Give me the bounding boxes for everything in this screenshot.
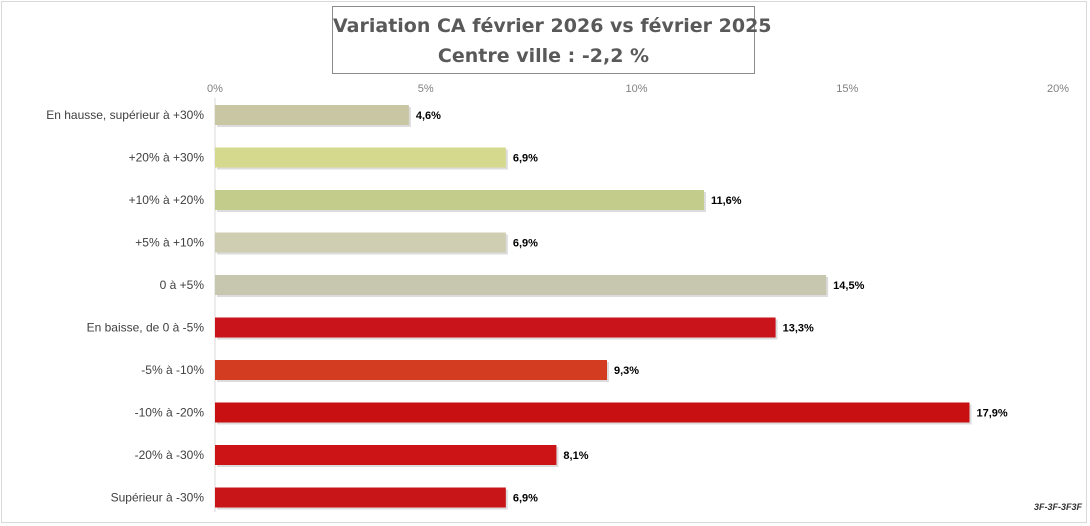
category-label: 0 à +5%: [160, 278, 205, 292]
data-label: 11,6%: [711, 195, 742, 207]
category-label: -10% à -20%: [135, 406, 205, 420]
bar: [215, 275, 827, 295]
x-tick-label: 0%: [207, 83, 223, 95]
bar: [215, 487, 506, 508]
bar: [215, 402, 970, 423]
chart-subtitle: Centre ville : -2,2 %: [437, 45, 650, 67]
category-label: +10% à +20%: [129, 193, 205, 207]
data-label: 8,1%: [563, 450, 588, 462]
bar: [215, 360, 607, 380]
x-tick-label: 20%: [1047, 83, 1069, 95]
category-label: +20% à +30%: [129, 151, 205, 165]
bar: [215, 147, 506, 168]
x-tick-label: 10%: [625, 83, 647, 95]
data-label: 6,9%: [513, 238, 538, 250]
category-label: Supérieur à -30%: [111, 491, 205, 505]
data-label: 6,9%: [513, 153, 538, 165]
chart-title-box: Variation CA février 2026 vs février 202…: [332, 6, 772, 74]
data-label: 4,6%: [416, 110, 441, 122]
chart-title: Variation CA février 2026 vs février 202…: [333, 15, 772, 37]
bar: [215, 190, 704, 210]
watermark-logo: 3F-3F-3F3F: [1033, 502, 1082, 512]
category-label: -5% à -10%: [141, 363, 204, 377]
data-label: 13,3%: [783, 323, 814, 335]
data-label: 6,9%: [513, 493, 538, 505]
bar: [215, 317, 776, 338]
data-label: 9,3%: [614, 365, 639, 377]
bar: [215, 105, 409, 125]
category-label: En baisse, de 0 à -5%: [87, 321, 205, 335]
data-label: 17,9%: [976, 408, 1007, 420]
bar: [215, 232, 506, 253]
category-label: +5% à +10%: [135, 236, 204, 250]
x-tick-label: 15%: [836, 83, 858, 95]
x-tick-label: 5%: [418, 83, 434, 95]
category-label: En hausse, supérieur à +30%: [46, 108, 204, 122]
data-label: 14,5%: [833, 280, 864, 292]
category-label: -20% à -30%: [135, 448, 205, 462]
bar: [215, 445, 557, 465]
